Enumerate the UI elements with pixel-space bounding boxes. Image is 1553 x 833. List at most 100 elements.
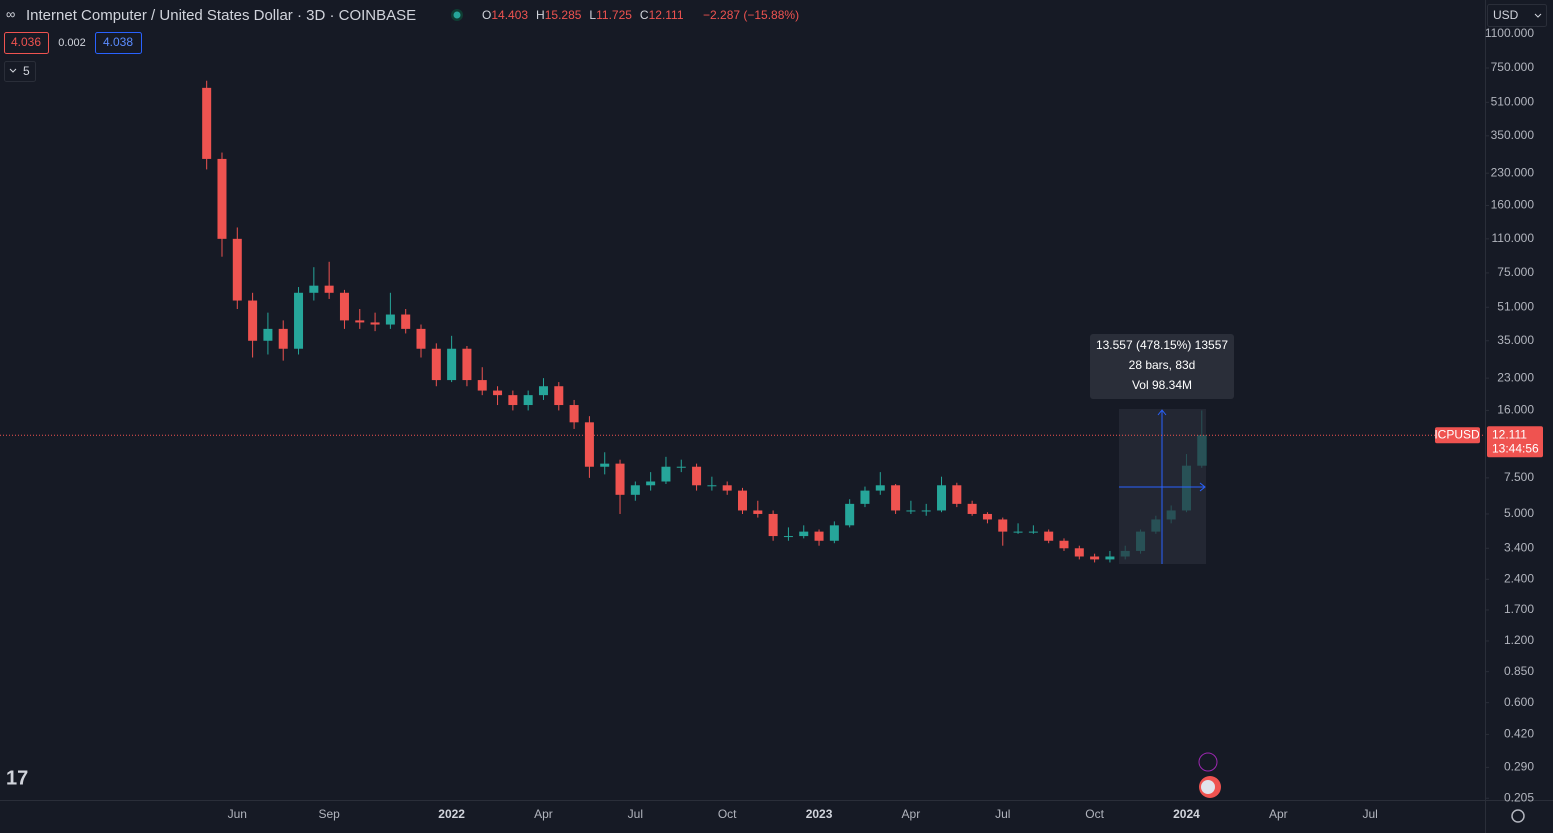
- indicators-toggle[interactable]: [4, 61, 36, 82]
- y-tick-label: 0.850: [1504, 664, 1534, 678]
- y-tick-label: 110.000: [1492, 231, 1535, 245]
- plot-area: [202, 80, 1207, 563]
- y-tick-label: 0.600: [1504, 695, 1534, 709]
- candle-body: [447, 348, 457, 381]
- candle-body: [646, 481, 656, 486]
- candle-body: [294, 292, 304, 349]
- candle-body: [860, 490, 870, 504]
- candle-body: [630, 485, 640, 495]
- candle-body: [477, 380, 487, 391]
- candle-body: [1074, 548, 1084, 557]
- y-tick-label: 5.000: [1504, 506, 1534, 520]
- y-tick-label: 0.205: [1504, 790, 1534, 804]
- y-tick-label: 1100.000: [1485, 26, 1534, 40]
- symbol-tag: [1435, 427, 1480, 444]
- candle-body: [1044, 531, 1054, 541]
- x-tick-label: Apr: [902, 807, 921, 821]
- y-tick-label: 35.000: [1497, 333, 1534, 347]
- measure-tooltip: [1090, 334, 1234, 399]
- candle-body: [661, 466, 671, 482]
- candle-body: [554, 386, 564, 406]
- currency-select[interactable]: [1487, 4, 1547, 27]
- chevron: [1534, 13, 1542, 18]
- candle-body: [263, 328, 273, 341]
- ohlc-legend: O 14.403 H 15.285 L 11.725 C 12.111: [482, 8, 684, 22]
- candle-body: [538, 386, 548, 396]
- candle-body: [998, 519, 1008, 532]
- candle-body: [217, 158, 227, 239]
- candle-body: [1028, 531, 1038, 533]
- sell-button[interactable]: [4, 32, 49, 54]
- candle-body: [324, 285, 334, 293]
- candle-body: [416, 328, 426, 349]
- y-tick-label: 0.290: [1504, 760, 1534, 774]
- candle-body: [355, 320, 365, 323]
- ask: 4.038: [103, 35, 133, 49]
- ohlc-key: L: [589, 8, 596, 22]
- ohlc-key: O: [482, 8, 491, 22]
- candle-body: [600, 463, 610, 467]
- candle-body: [493, 390, 503, 396]
- y-tick-label: 2.400: [1504, 571, 1534, 585]
- ohlc-value: 15.285: [545, 8, 582, 22]
- candle-body: [462, 348, 472, 381]
- candle-body: [370, 322, 380, 325]
- x-tick-label: Apr: [534, 807, 553, 821]
- x-tick-label: Apr: [1269, 807, 1288, 821]
- candle-body: [814, 531, 824, 541]
- arrow-head: [1199, 482, 1206, 492]
- x-tick-label: Oct: [1085, 807, 1104, 821]
- x-tick-label: Jun: [228, 807, 247, 821]
- y-tick-label: 160.000: [1491, 198, 1535, 212]
- y-tick-label: 0.420: [1504, 727, 1534, 741]
- settings-button[interactable]: [1511, 809, 1525, 823]
- candle-body: [202, 87, 212, 159]
- x-tick-label: Jul: [628, 807, 643, 821]
- change: −2.287 (−15.88%): [703, 8, 799, 22]
- candle-body: [783, 536, 793, 538]
- x-tick-label: 2024: [1173, 807, 1200, 821]
- y-tick-label: 230.000: [1491, 165, 1535, 179]
- candle-body: [676, 466, 686, 468]
- market-status-dot: [453, 11, 461, 19]
- symbol-icon: ∞: [6, 6, 15, 21]
- x-tick-label: Sep: [318, 807, 340, 821]
- indicators-count: 5: [23, 64, 30, 78]
- chart-title: Internet Computer / United States Dollar…: [26, 7, 416, 24]
- candle-body: [401, 314, 411, 329]
- candle-body: [722, 485, 732, 491]
- candle-body: [584, 422, 594, 467]
- candle-body: [232, 238, 242, 301]
- candle-body: [431, 348, 441, 381]
- candle-body: [875, 485, 885, 491]
- candle-body: [309, 285, 319, 293]
- x-tick-label: Oct: [718, 807, 737, 821]
- price-tag-value: 12.111: [1492, 427, 1527, 441]
- logo[interactable]: 17: [6, 767, 28, 789]
- candle-body: [937, 485, 947, 511]
- symbol-tag-text: ICPUSD: [1434, 427, 1480, 441]
- spread: 0.002: [58, 37, 86, 49]
- buy-button[interactable]: [95, 32, 142, 54]
- measure-text: Vol 98.34M: [1132, 378, 1192, 392]
- price-tag-countdown: 13:44:56: [1492, 441, 1539, 455]
- candle-body: [1013, 531, 1023, 533]
- candle-body: [891, 485, 901, 511]
- y-tick-label: 1.200: [1504, 633, 1534, 647]
- currency: USD: [1493, 8, 1519, 22]
- candle-body: [952, 485, 962, 504]
- candle-body: [523, 395, 533, 406]
- ohlc-key: H: [536, 8, 545, 22]
- y-tick-label: 1.700: [1504, 602, 1534, 616]
- ohlc-value: 11.725: [596, 8, 632, 22]
- chevron: [9, 68, 17, 73]
- event-icon[interactable]: [1198, 752, 1218, 772]
- candle-body: [982, 513, 992, 520]
- x-tick-label: 2023: [806, 807, 833, 821]
- arrow-head: [1157, 409, 1167, 416]
- candle-body: [845, 503, 855, 526]
- x-tick-label: Jul: [1363, 807, 1378, 821]
- candle-body: [707, 485, 717, 487]
- candle-body: [738, 490, 747, 511]
